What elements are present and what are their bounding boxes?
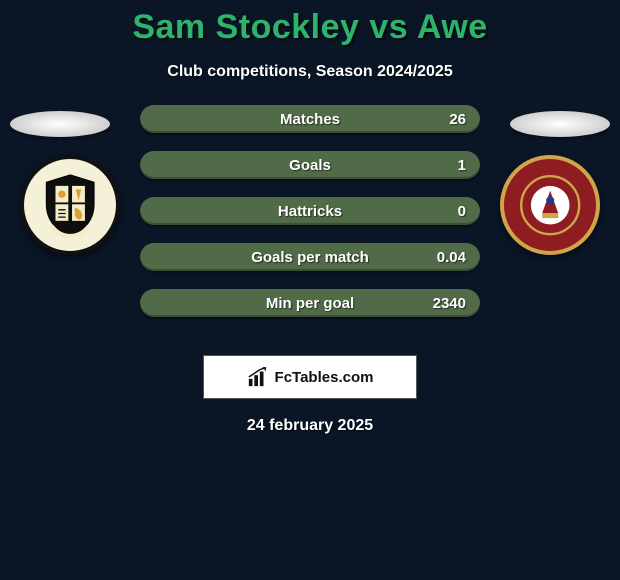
stat-row: Matches 26 xyxy=(140,105,480,133)
stat-value-right: 0 xyxy=(458,203,466,220)
stat-value-right: 0.04 xyxy=(437,249,466,266)
stat-label: Min per goal xyxy=(266,295,354,312)
club-crest-left xyxy=(20,155,120,255)
stat-value-right: 2340 xyxy=(433,295,466,312)
player-halo-left xyxy=(10,111,110,137)
brand-badge: FcTables.com xyxy=(203,355,417,399)
stat-label: Matches xyxy=(280,111,340,128)
stat-row: Goals per match 0.04 xyxy=(140,243,480,271)
stat-label: Goals xyxy=(289,157,331,174)
stat-value-right: 26 xyxy=(449,111,466,128)
bar-chart-icon xyxy=(247,366,269,388)
stat-value-right: 1 xyxy=(458,157,466,174)
brand-text: FcTables.com xyxy=(275,369,374,386)
stat-row: Hattricks 0 xyxy=(140,197,480,225)
crest-icon xyxy=(518,173,582,237)
player-halo-right xyxy=(510,111,610,137)
stat-row: Min per goal 2340 xyxy=(140,289,480,317)
comparison-arena: Matches 26 Goals 1 Hattricks 0 Goals per match… xyxy=(0,111,620,351)
stat-row: Goals 1 xyxy=(140,151,480,179)
date-stamp: 24 february 2025 xyxy=(0,417,620,435)
shield-icon xyxy=(38,173,102,237)
stat-label: Hattricks xyxy=(278,203,342,220)
stat-list: Matches 26 Goals 1 Hattricks 0 Goals per match… xyxy=(140,105,480,317)
subtitle: Club competitions, Season 2024/2025 xyxy=(0,63,620,81)
page-title: Sam Stockley vs Awe xyxy=(0,0,620,47)
stat-label: Goals per match xyxy=(251,249,369,266)
club-crest-right xyxy=(500,155,600,255)
